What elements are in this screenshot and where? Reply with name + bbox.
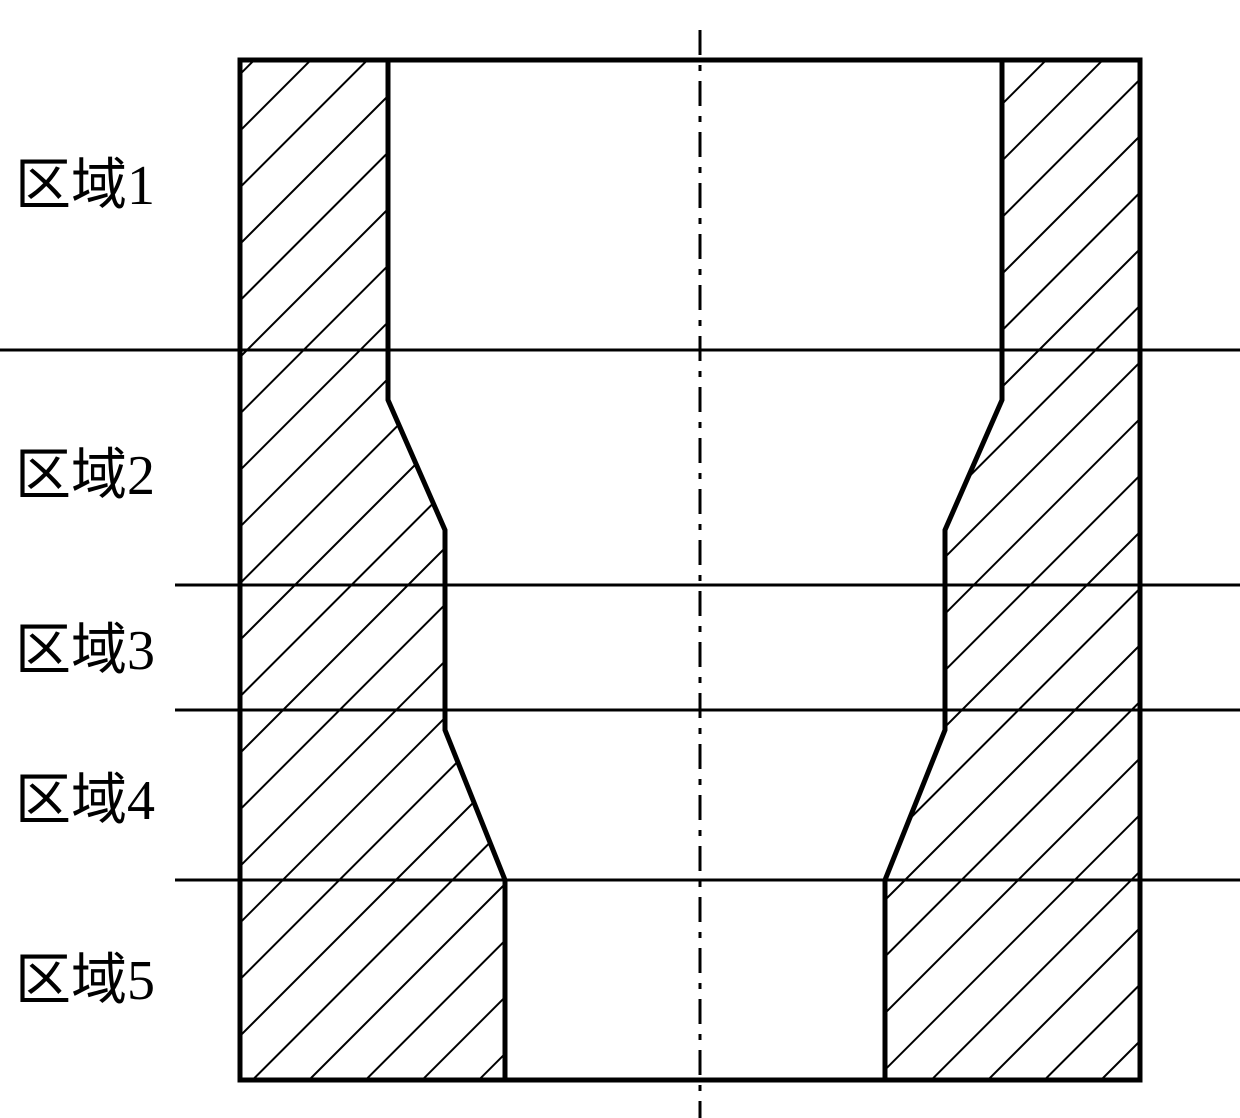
label-region-4: 区域4: [15, 755, 155, 836]
label-region-1: 区域1: [15, 140, 155, 221]
cross-section-svg: [0, 30, 1240, 1118]
diagram-container: [0, 30, 1240, 1058]
label-region-5: 区域5: [15, 935, 155, 1016]
label-region-3: 区域3: [15, 605, 155, 686]
right-wall: [840, 30, 1190, 1118]
label-region-2: 区域2: [15, 430, 155, 511]
left-wall: [200, 30, 550, 1118]
